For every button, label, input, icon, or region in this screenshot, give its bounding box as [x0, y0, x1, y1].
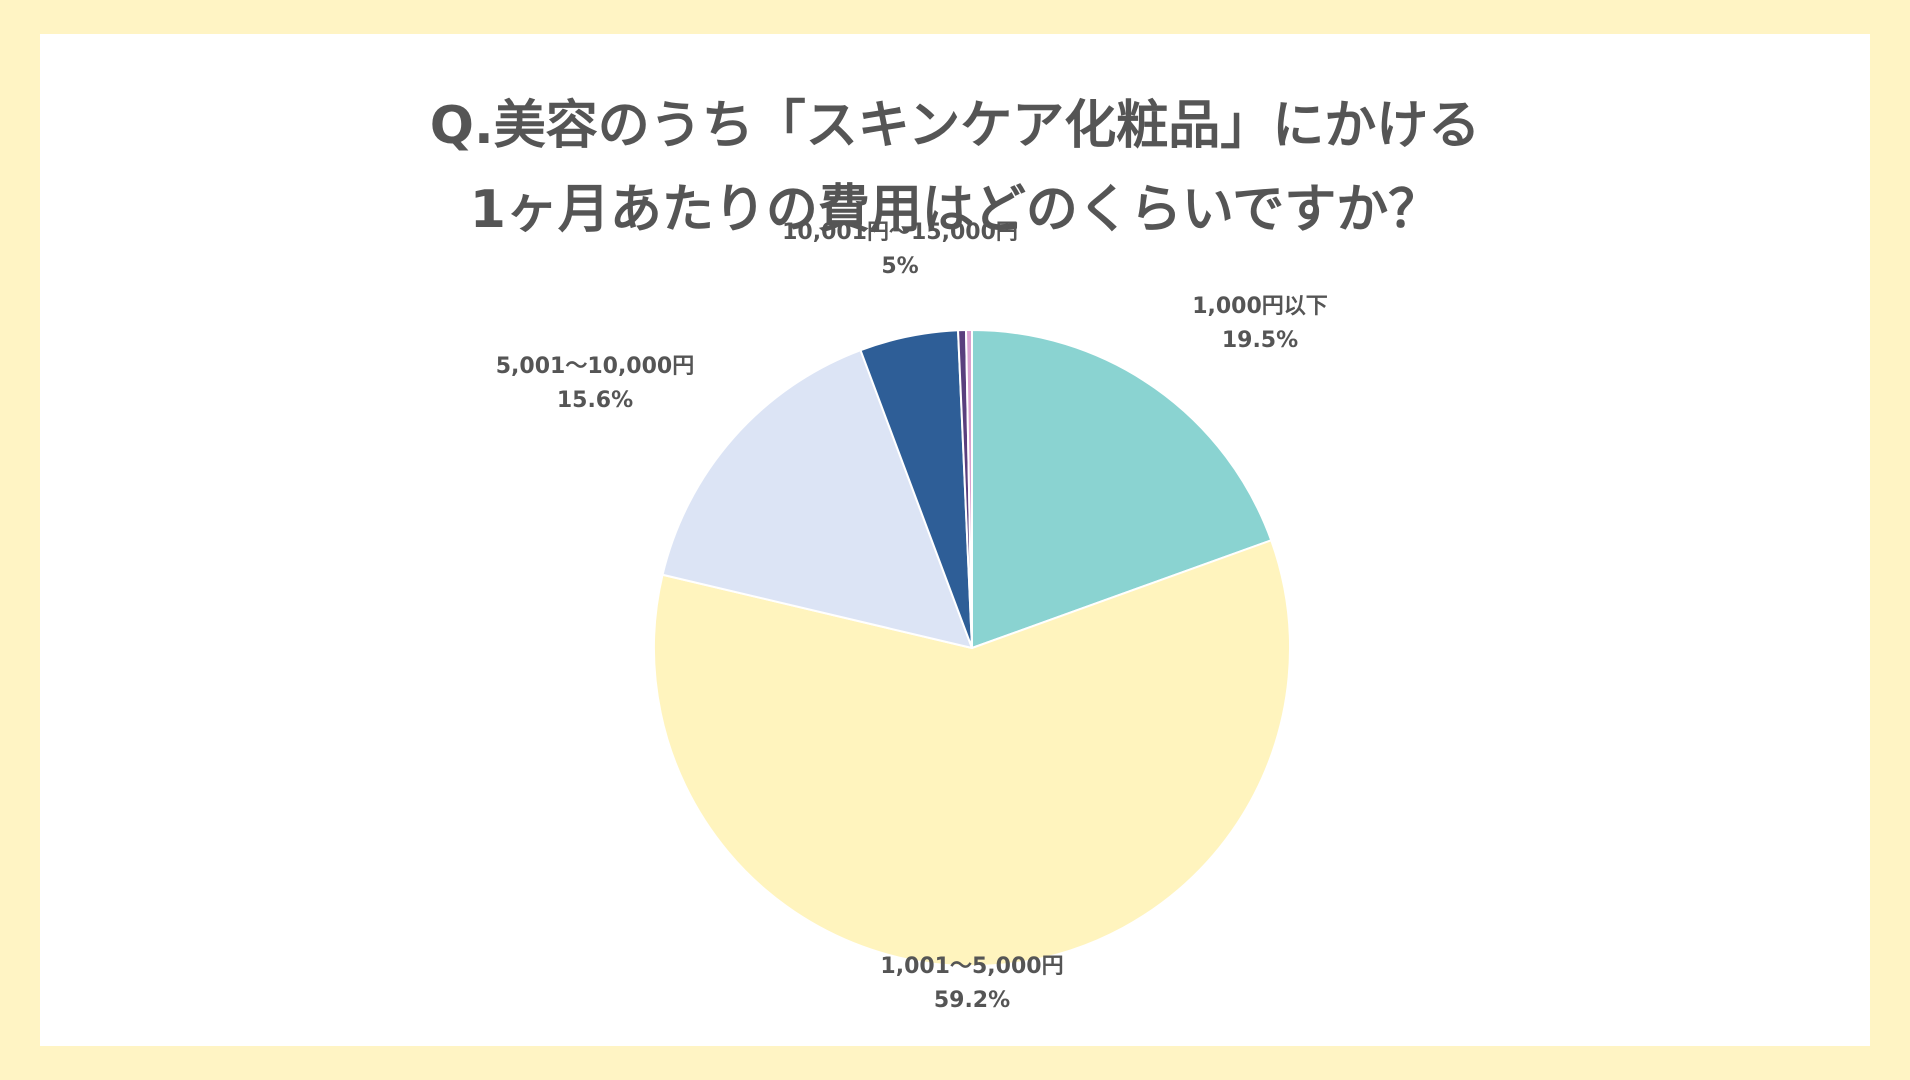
chart-title: Q.美容のうち「スキンケア化粧品」にかける 1ヶ月あたりの費用はどのくらいですか…	[40, 84, 1870, 252]
slice-label-name: 5,001〜10,000円	[495, 354, 695, 379]
pie-slice-2	[652, 539, 1291, 967]
chart-title-line-1: Q.美容のうち「スキンケア化粧品」にかける	[429, 96, 1481, 156]
slice-label-value: 15.6%	[556, 388, 634, 413]
chart-card: Q.美容のうち「スキンケア化粧品」にかける 1ヶ月あたりの費用はどのくらいですか…	[40, 34, 1870, 1046]
slice-label-5001-10000: 5,001〜10,000円 15.6%	[435, 350, 755, 418]
slice-label-name: 1,001〜5,000円	[880, 954, 1064, 979]
slice-label-name: 10,001円〜15,000円	[782, 220, 1018, 245]
slice-label-1001-5000: 1,001〜5,000円 59.2%	[812, 950, 1132, 1018]
slice-label-10001-15000: 10,001円〜15,000円 5%	[740, 216, 1060, 284]
chart-title-line-2: 1ヶ月あたりの費用はどのくらいですか？	[469, 180, 1441, 240]
pie-chart	[652, 329, 1291, 967]
slice-label-1000-or-less: 1,000円以下 19.5%	[1100, 290, 1420, 358]
pie-slice-3	[661, 349, 973, 649]
pie-slice-1	[971, 329, 1273, 649]
slice-label-value: 19.5%	[1221, 328, 1299, 353]
slice-label-name: 1,000円以下	[1192, 294, 1328, 319]
slice-label-value: 59.2%	[933, 988, 1011, 1013]
slice-label-value: 5%	[881, 254, 919, 279]
pie-slice-6	[965, 329, 973, 649]
